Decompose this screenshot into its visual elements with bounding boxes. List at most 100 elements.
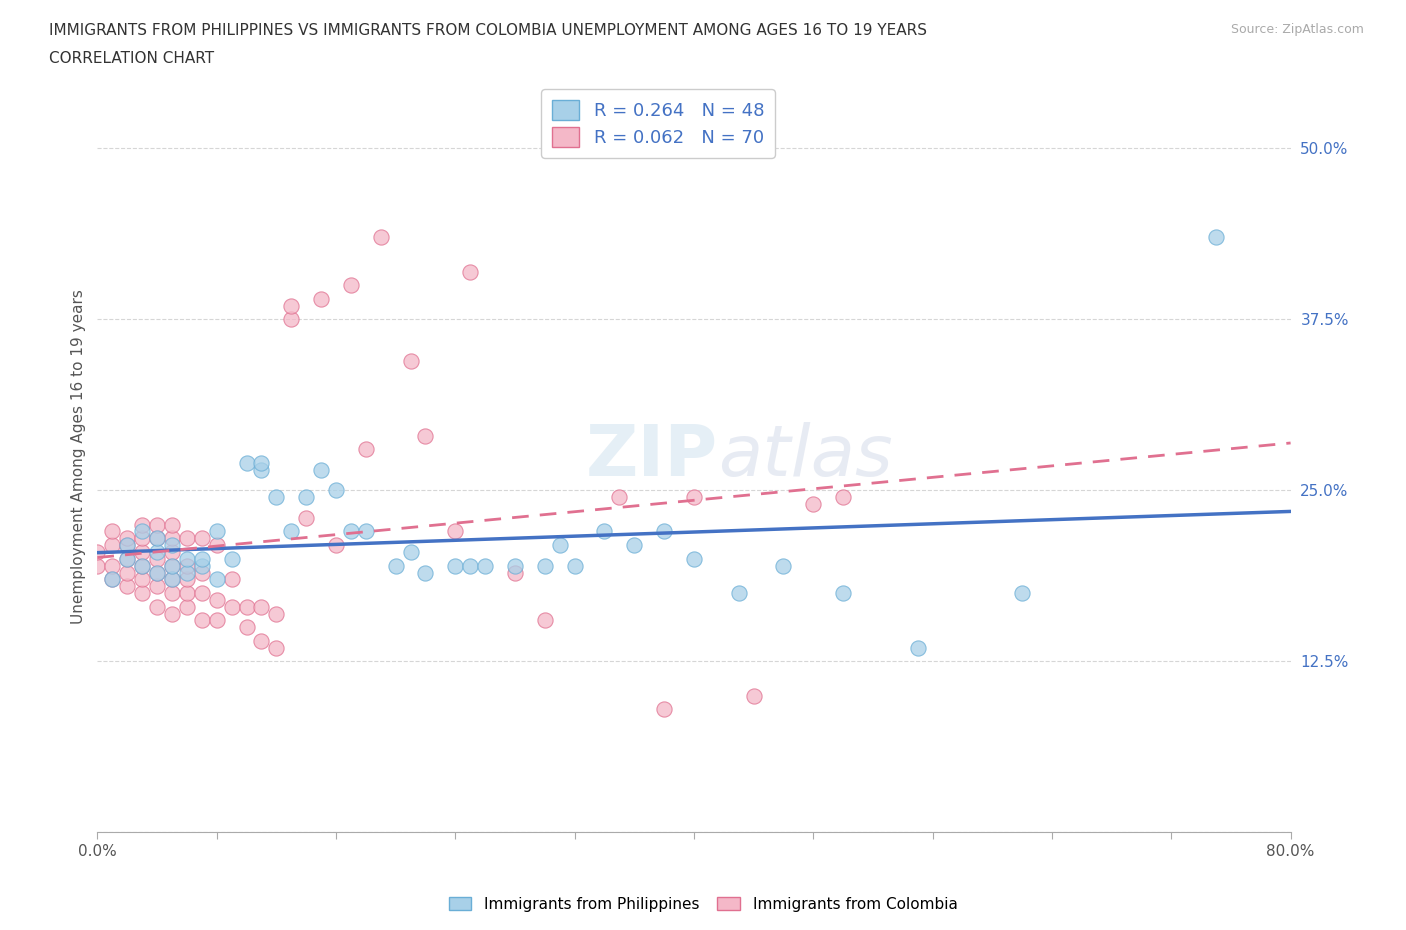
Point bbox=[683, 490, 706, 505]
Point bbox=[115, 551, 138, 566]
Point bbox=[907, 640, 929, 655]
Point bbox=[101, 538, 124, 552]
Point bbox=[503, 565, 526, 580]
Point bbox=[205, 572, 228, 587]
Point bbox=[131, 572, 153, 587]
Point bbox=[623, 538, 645, 552]
Text: IMMIGRANTS FROM PHILIPPINES VS IMMIGRANTS FROM COLOMBIA UNEMPLOYMENT AMONG AGES : IMMIGRANTS FROM PHILIPPINES VS IMMIGRANT… bbox=[49, 23, 927, 38]
Point bbox=[101, 572, 124, 587]
Point bbox=[564, 558, 586, 573]
Point bbox=[458, 558, 481, 573]
Point bbox=[131, 558, 153, 573]
Point bbox=[221, 572, 243, 587]
Point bbox=[131, 524, 153, 538]
Point bbox=[801, 497, 824, 512]
Point bbox=[115, 531, 138, 546]
Point bbox=[190, 613, 212, 628]
Point bbox=[548, 538, 571, 552]
Point bbox=[205, 592, 228, 607]
Point bbox=[160, 558, 183, 573]
Point bbox=[205, 524, 228, 538]
Point bbox=[190, 531, 212, 546]
Point bbox=[131, 517, 153, 532]
Point bbox=[146, 565, 169, 580]
Point bbox=[146, 517, 169, 532]
Point bbox=[176, 551, 198, 566]
Point bbox=[101, 572, 124, 587]
Point bbox=[652, 702, 675, 717]
Point bbox=[146, 551, 169, 566]
Point bbox=[190, 558, 212, 573]
Point bbox=[86, 558, 108, 573]
Point bbox=[742, 688, 765, 703]
Point bbox=[86, 545, 108, 560]
Point bbox=[280, 312, 302, 327]
Point bbox=[458, 264, 481, 279]
Point bbox=[160, 531, 183, 546]
Point bbox=[101, 558, 124, 573]
Point bbox=[160, 572, 183, 587]
Point bbox=[131, 558, 153, 573]
Point bbox=[146, 531, 169, 546]
Text: ZIP: ZIP bbox=[585, 421, 718, 491]
Point bbox=[115, 565, 138, 580]
Point bbox=[115, 551, 138, 566]
Point bbox=[533, 613, 555, 628]
Point bbox=[176, 599, 198, 614]
Point bbox=[832, 586, 855, 601]
Point bbox=[266, 606, 288, 621]
Point bbox=[221, 551, 243, 566]
Point bbox=[205, 538, 228, 552]
Point bbox=[250, 456, 273, 471]
Point bbox=[146, 545, 169, 560]
Point bbox=[727, 586, 749, 601]
Legend: Immigrants from Philippines, Immigrants from Colombia: Immigrants from Philippines, Immigrants … bbox=[443, 890, 963, 918]
Point bbox=[160, 545, 183, 560]
Point bbox=[266, 640, 288, 655]
Point bbox=[832, 490, 855, 505]
Point bbox=[652, 524, 675, 538]
Text: CORRELATION CHART: CORRELATION CHART bbox=[49, 51, 214, 66]
Point bbox=[235, 456, 257, 471]
Point bbox=[683, 551, 706, 566]
Y-axis label: Unemployment Among Ages 16 to 19 years: Unemployment Among Ages 16 to 19 years bbox=[72, 289, 86, 624]
Point bbox=[384, 558, 406, 573]
Point bbox=[160, 517, 183, 532]
Point bbox=[131, 545, 153, 560]
Point bbox=[146, 599, 169, 614]
Point bbox=[415, 565, 437, 580]
Point bbox=[146, 578, 169, 593]
Point bbox=[399, 353, 422, 368]
Point bbox=[444, 524, 467, 538]
Point bbox=[444, 558, 467, 573]
Point bbox=[325, 538, 347, 552]
Legend: R = 0.264   N = 48, R = 0.062   N = 70: R = 0.264 N = 48, R = 0.062 N = 70 bbox=[541, 89, 775, 158]
Point bbox=[340, 524, 363, 538]
Point bbox=[772, 558, 794, 573]
Point bbox=[131, 586, 153, 601]
Point bbox=[190, 565, 212, 580]
Point bbox=[295, 490, 318, 505]
Point bbox=[399, 545, 422, 560]
Point bbox=[115, 538, 138, 552]
Text: Source: ZipAtlas.com: Source: ZipAtlas.com bbox=[1230, 23, 1364, 36]
Point bbox=[415, 429, 437, 444]
Point bbox=[146, 565, 169, 580]
Point bbox=[266, 490, 288, 505]
Point bbox=[115, 578, 138, 593]
Point bbox=[176, 558, 198, 573]
Point bbox=[176, 531, 198, 546]
Point bbox=[354, 442, 377, 457]
Point bbox=[250, 462, 273, 477]
Point bbox=[176, 565, 198, 580]
Point bbox=[309, 291, 332, 306]
Point bbox=[325, 483, 347, 498]
Point bbox=[190, 551, 212, 566]
Point bbox=[176, 572, 198, 587]
Point bbox=[250, 633, 273, 648]
Point bbox=[533, 558, 555, 573]
Point bbox=[160, 538, 183, 552]
Point bbox=[280, 524, 302, 538]
Point bbox=[160, 606, 183, 621]
Point bbox=[205, 613, 228, 628]
